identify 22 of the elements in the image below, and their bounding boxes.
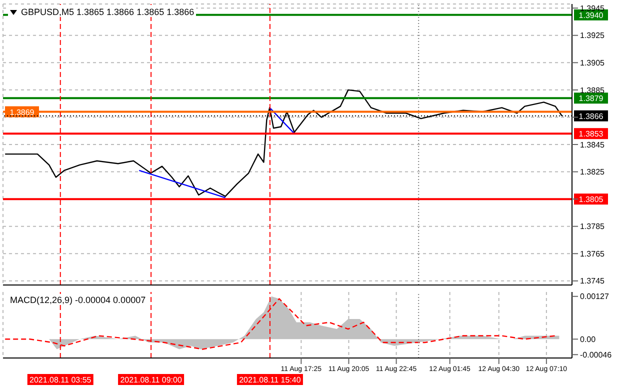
- ref-line-label: 2021.08.11 09:00: [120, 376, 182, 384]
- y-tick-label: 1.3905: [580, 58, 606, 68]
- ref-line-label: 1.3940: [578, 10, 604, 20]
- ref-line-label: 1.3805: [578, 195, 604, 204]
- chart-title: MACD(12,26,9) -0.00004 0.00007: [10, 295, 146, 305]
- y-tick-label: 1.3845: [580, 140, 606, 150]
- y-tick-label: 1.3885: [580, 86, 606, 95]
- ref-line-label: 1.3853: [578, 130, 604, 139]
- y-tick-label: 0.00127: [580, 292, 610, 302]
- ref-line-label: 1.3869: [10, 108, 35, 117]
- y-tick-label: 1.3745: [580, 276, 606, 286]
- y-tick-label: 1.3925: [580, 31, 606, 40]
- ref-line-label: 1.3866: [578, 112, 604, 121]
- ref-line-label: 2021.08.11 03:55: [30, 376, 92, 384]
- y-tick-label: 1.3785: [580, 222, 606, 232]
- y-tick-label: 0.00: [580, 334, 596, 344]
- ref-line-label: 1.3879: [578, 94, 604, 104]
- y-tick-label: -0.00046: [580, 350, 612, 360]
- y-tick-label: 1.3765: [580, 249, 606, 258]
- chart-title: GBPUSD,M5 1.3865 1.3866 1.3865 1.3866: [21, 7, 194, 17]
- ref-line-label: 2021.08.11 15:40: [239, 376, 302, 384]
- y-tick-label: 1.3825: [580, 168, 606, 177]
